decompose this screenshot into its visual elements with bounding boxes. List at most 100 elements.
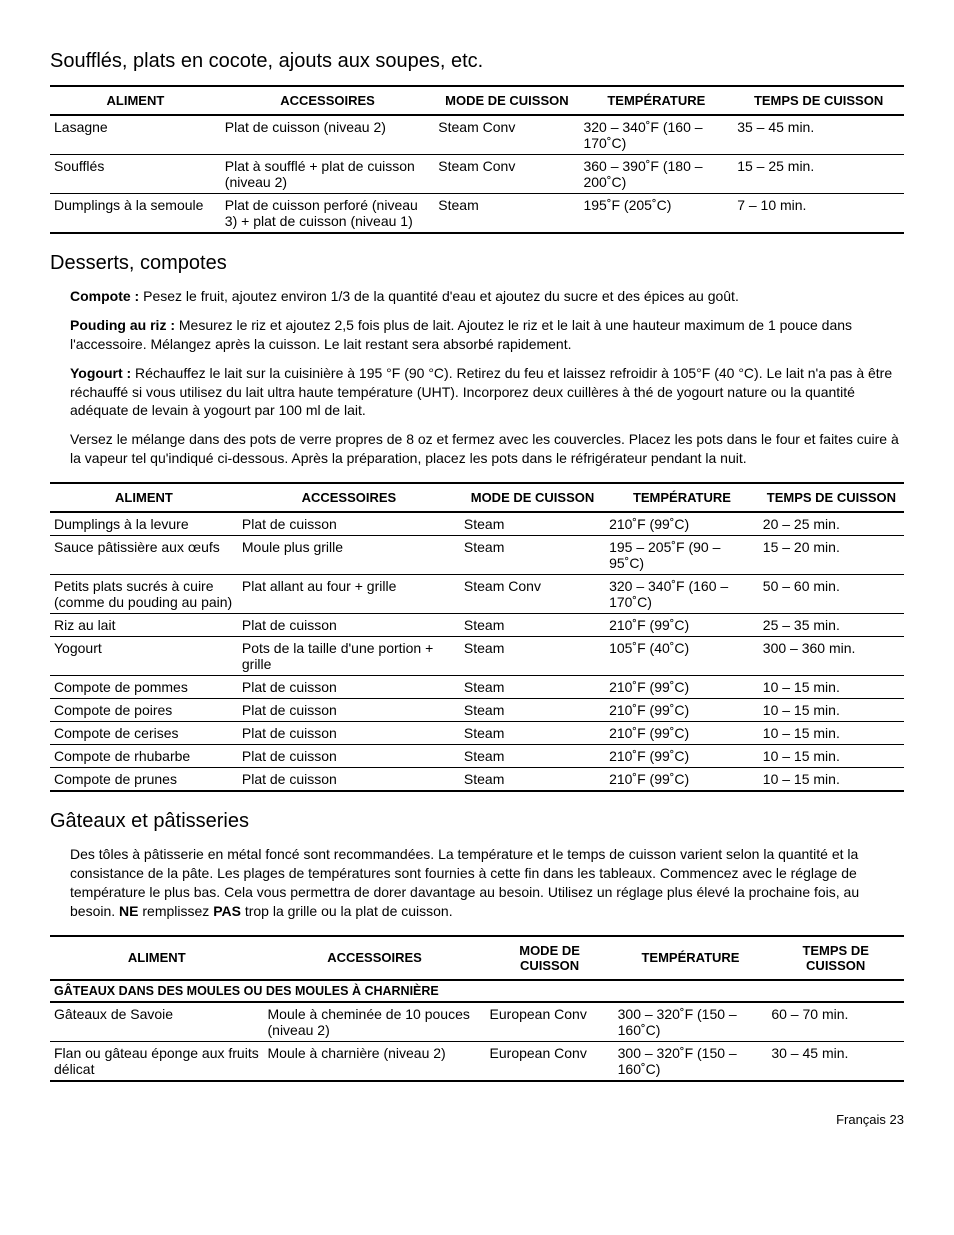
table-cell: 195 – 205˚F (90 – 95˚C) [605, 536, 759, 575]
th-accessoires: ACCESSOIRES [221, 86, 435, 115]
table-cell: 210˚F (99˚C) [605, 676, 759, 699]
table-row: Compote de rhubarbePlat de cuissonSteam2… [50, 745, 904, 768]
table-cell: Compote de cerises [50, 722, 238, 745]
table-cell: European Conv [486, 1041, 614, 1081]
table-cell: 210˚F (99˚C) [605, 722, 759, 745]
table-cell: 50 – 60 min. [759, 575, 904, 614]
table-row: Compote de poiresPlat de cuissonSteam210… [50, 699, 904, 722]
table-cell: Steam [460, 512, 605, 536]
table-cell: Steam [460, 722, 605, 745]
table-cell: 210˚F (99˚C) [605, 614, 759, 637]
table-row: Riz au laitPlat de cuissonSteam210˚F (99… [50, 614, 904, 637]
th-aliment: ALIMENT [50, 936, 264, 980]
table-cell: 210˚F (99˚C) [605, 512, 759, 536]
table-cell: Steam [434, 194, 579, 234]
table-cell: 10 – 15 min. [759, 745, 904, 768]
table-cell: Steam Conv [434, 155, 579, 194]
heading-souffles: Soufflés, plats en cocote, ajouts aux so… [50, 50, 904, 73]
table-cell: Moule à charnière (niveau 2) [264, 1041, 486, 1081]
table-section-row: GÂTEAUX DANS DES MOULES OU DES MOULES À … [50, 980, 904, 1002]
th-temps: TEMPS DE CUISSON [767, 936, 904, 980]
table-cell: Dumplings à la levure [50, 512, 238, 536]
table-cell: Steam Conv [434, 115, 579, 155]
table-cell: 320 – 340˚F (160 – 170˚C) [579, 115, 733, 155]
table-cell: 10 – 15 min. [759, 768, 904, 792]
th-temperature: TEMPÉRATURE [614, 936, 768, 980]
table-cell: Plat de cuisson [238, 676, 460, 699]
table-cell: Plat allant au four + grille [238, 575, 460, 614]
table-row: YogourtPots de la taille d'une portion +… [50, 637, 904, 676]
table-cell: 360 – 390˚F (180 – 200˚C) [579, 155, 733, 194]
table-row: Petits plats sucrés à cuire (comme du po… [50, 575, 904, 614]
table-cell: 15 – 25 min. [733, 155, 904, 194]
table-cell: 300 – 320˚F (150 – 160˚C) [614, 1002, 768, 1042]
table-cell: Gâteaux de Savoie [50, 1002, 264, 1042]
table-cell: Compote de prunes [50, 768, 238, 792]
page-footer: Français 23 [50, 1112, 904, 1127]
table-row: Compote de cerisesPlat de cuissonSteam21… [50, 722, 904, 745]
table-cell: European Conv [486, 1002, 614, 1042]
th-accessoires: ACCESSOIRES [238, 483, 460, 512]
table-cell: Steam [460, 536, 605, 575]
heading-gateaux: Gâteaux et pâtisseries [50, 810, 904, 833]
table-cell: 15 – 20 min. [759, 536, 904, 575]
table-cell: 210˚F (99˚C) [605, 768, 759, 792]
table-cell: Steam [460, 614, 605, 637]
table-cell: Yogourt [50, 637, 238, 676]
table-row: Compote de prunesPlat de cuissonSteam210… [50, 768, 904, 792]
th-mode: MODE DE CUISSON [486, 936, 614, 980]
table-cell: Compote de rhubarbe [50, 745, 238, 768]
table-cell: Compote de pommes [50, 676, 238, 699]
table-cell: 10 – 15 min. [759, 722, 904, 745]
table-cell: 105˚F (40˚C) [605, 637, 759, 676]
table-cell: Plat de cuisson [238, 614, 460, 637]
table-cell: Steam [460, 637, 605, 676]
table-cell: Plat de cuisson [238, 722, 460, 745]
table-cell: Plat de cuisson (niveau 2) [221, 115, 435, 155]
th-mode: MODE DE CUISSON [434, 86, 579, 115]
table-cell: Steam [460, 768, 605, 792]
table-cell: Riz au lait [50, 614, 238, 637]
table-cell: Petits plats sucrés à cuire (comme du po… [50, 575, 238, 614]
table-cell: Moule plus grille [238, 536, 460, 575]
table-cell: Steam [460, 745, 605, 768]
table-cell: 60 – 70 min. [767, 1002, 904, 1042]
table-row: Dumplings à la semoulePlat de cuisson pe… [50, 194, 904, 234]
table-cell: 320 – 340˚F (160 – 170˚C) [605, 575, 759, 614]
table-cell: Steam Conv [460, 575, 605, 614]
table-row: SoufflésPlat à soufflé + plat de cuisson… [50, 155, 904, 194]
table-row: LasagnePlat de cuisson (niveau 2)Steam C… [50, 115, 904, 155]
th-aliment: ALIMENT [50, 86, 221, 115]
note-pouding: Pouding au riz : Mesurez le riz et ajout… [70, 316, 904, 354]
table-cell: Compote de poires [50, 699, 238, 722]
table-cell: 195˚F (205˚C) [579, 194, 733, 234]
table-cell: Flan ou gâteau éponge aux fruits délicat [50, 1041, 264, 1081]
th-temperature: TEMPÉRATURE [579, 86, 733, 115]
th-temperature: TEMPÉRATURE [605, 483, 759, 512]
table-cell: 25 – 35 min. [759, 614, 904, 637]
table-cell: 300 – 360 min. [759, 637, 904, 676]
table-cell: 210˚F (99˚C) [605, 699, 759, 722]
table-row: Dumplings à la levurePlat de cuissonStea… [50, 512, 904, 536]
table-cell: Soufflés [50, 155, 221, 194]
th-accessoires: ACCESSOIRES [264, 936, 486, 980]
notes-gateaux: Des tôles à pâtisserie en métal foncé so… [70, 845, 904, 921]
table-cell: 10 – 15 min. [759, 676, 904, 699]
table-row: Sauce pâtissière aux œufsMoule plus gril… [50, 536, 904, 575]
table-cell: Lasagne [50, 115, 221, 155]
table-desserts: ALIMENT ACCESSOIRES MODE DE CUISSON TEMP… [50, 482, 904, 792]
table-souffles: ALIMENT ACCESSOIRES MODE DE CUISSON TEMP… [50, 85, 904, 234]
heading-desserts: Desserts, compotes [50, 252, 904, 275]
notes-desserts: Compote : Pesez le fruit, ajoutez enviro… [70, 287, 904, 468]
table-cell: 20 – 25 min. [759, 512, 904, 536]
note-compote: Compote : Pesez le fruit, ajoutez enviro… [70, 287, 904, 306]
table-gateaux: ALIMENT ACCESSOIRES MODE DE CUISSON TEMP… [50, 935, 904, 1082]
table-cell: Plat de cuisson perforé (niveau 3) + pla… [221, 194, 435, 234]
th-aliment: ALIMENT [50, 483, 238, 512]
table-cell: Steam [460, 676, 605, 699]
section-header: GÂTEAUX DANS DES MOULES OU DES MOULES À … [50, 980, 904, 1002]
table-cell: 10 – 15 min. [759, 699, 904, 722]
table-cell: Steam [460, 699, 605, 722]
note-versez: Versez le mélange dans des pots de verre… [70, 430, 904, 468]
table-cell: Sauce pâtissière aux œufs [50, 536, 238, 575]
